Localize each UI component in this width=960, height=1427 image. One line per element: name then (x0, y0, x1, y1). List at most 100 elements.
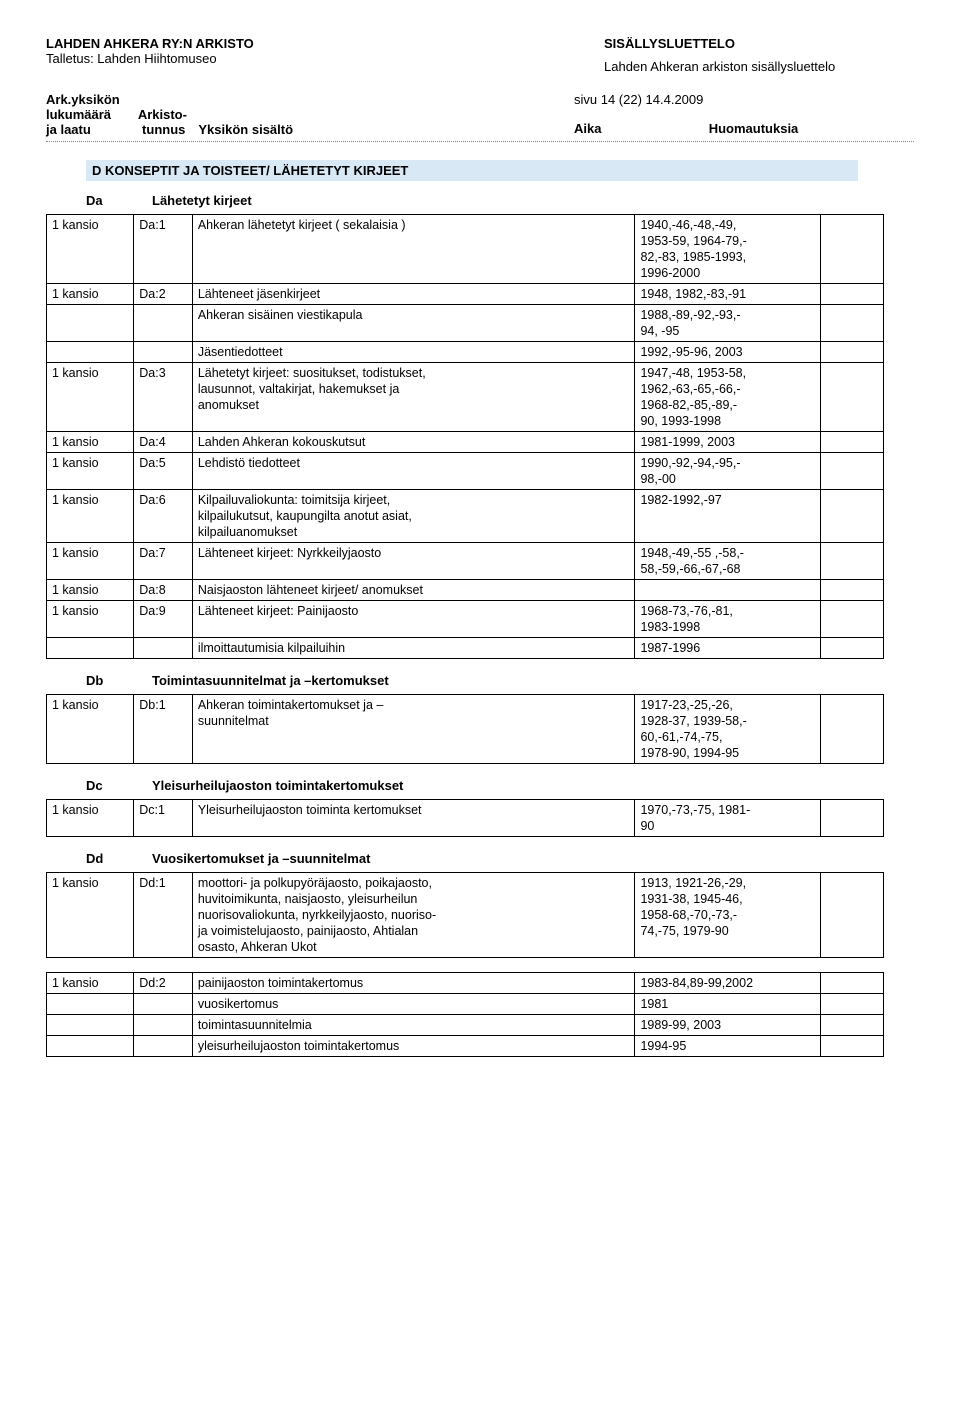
subsection-label: Yleisurheilujaoston toimintakertomukset (152, 778, 403, 793)
table-cell (821, 973, 884, 994)
table-cell: Jäsentiedotteet (192, 342, 635, 363)
subsection-code: Dc (86, 778, 110, 793)
table-cell: Ahkeran lähetetyt kirjeet ( sekalaisia ) (192, 215, 635, 284)
table-cell (134, 1015, 193, 1036)
table-cell: Dd:2 (134, 973, 193, 994)
col-mid2: tunnus (142, 122, 185, 137)
table-row: Ahkeran sisäinen viestikapula1988,-89,-9… (47, 305, 884, 342)
table-cell: 1948, 1982,-83,-91 (635, 284, 821, 305)
toc-title: SISÄLLYSLUETTELO (604, 36, 914, 51)
table-cell (47, 1036, 134, 1057)
table-cell: 1981-1999, 2003 (635, 432, 821, 453)
table-cell (134, 305, 193, 342)
table-row: toimintasuunnitelmia1989-99, 2003 (47, 1015, 884, 1036)
table-row: vuosikertomus1981 (47, 994, 884, 1015)
table-row: yleisurheilujaoston toimintakertomus1994… (47, 1036, 884, 1057)
table-cell: 1 kansio (47, 580, 134, 601)
table-cell: 1987-1996 (635, 638, 821, 659)
table-cell: Dc:1 (134, 800, 193, 837)
table-cell: 1992,-95-96, 2003 (635, 342, 821, 363)
table-cell: moottori- ja polkupyöräjaosto, poikajaos… (192, 873, 635, 958)
table-row: Jäsentiedotteet1992,-95-96, 2003 (47, 342, 884, 363)
subsection-da: Da Lähetetyt kirjeet (86, 193, 914, 208)
archive-title: LAHDEN AHKERA RY:N ARKISTO (46, 36, 254, 51)
table-cell: Lähteneet kirjeet: Nyrkkeilyjaosto (192, 543, 635, 580)
table-row: 1 kansioDa:5Lehdistö tiedotteet1990,-92,… (47, 453, 884, 490)
table-cell (635, 580, 821, 601)
table-cell: 1970,-73,-75, 1981- 90 (635, 800, 821, 837)
table-row: 1 kansioDa:4Lahden Ahkeran kokouskutsut1… (47, 432, 884, 453)
table-dd2: 1 kansioDd:2painijaoston toimintakertomu… (46, 972, 884, 1057)
table-row: ilmoittautumisia kilpailuihin1987-1996 (47, 638, 884, 659)
table-cell: Da:2 (134, 284, 193, 305)
table-cell (821, 490, 884, 543)
table-cell: ilmoittautumisia kilpailuihin (192, 638, 635, 659)
table-cell: Dd:1 (134, 873, 193, 958)
table-cell: Lähteneet kirjeet: Painijaosto (192, 601, 635, 638)
subsection-code: Da (86, 193, 110, 208)
table-cell: 1947,-48, 1953-58, 1962,-63,-65,-66,- 19… (635, 363, 821, 432)
col-left2: lukumäärä (46, 107, 111, 122)
col-left1: Ark.yksikön (46, 92, 120, 107)
table-cell: Da:5 (134, 453, 193, 490)
table-cell (821, 800, 884, 837)
table-cell: 1917-23,-25,-26, 1928-37, 1939-58,- 60,-… (635, 695, 821, 764)
table-cell (821, 342, 884, 363)
table-cell (47, 305, 134, 342)
table-cell (134, 342, 193, 363)
subsection-label: Lähetetyt kirjeet (152, 193, 252, 208)
toc-subtitle: Lahden Ahkeran arkiston sisällysluettelo (604, 59, 914, 74)
table-cell: Da:4 (134, 432, 193, 453)
table-dd1: 1 kansioDd:1moottori- ja polkupyöräjaost… (46, 872, 884, 958)
table-cell (47, 1015, 134, 1036)
table-cell: 1940,-46,-48,-49, 1953-59, 1964-79,- 82,… (635, 215, 821, 284)
column-labels: Ark.yksikön lukumäärä Arkisto- ja laatu … (46, 92, 914, 137)
table-cell: Ahkeran sisäinen viestikapula (192, 305, 635, 342)
subsection-dc: Dc Yleisurheilujaoston toimintakertomuks… (86, 778, 914, 793)
table-cell: 1994-95 (635, 1036, 821, 1057)
table-cell: Ahkeran toimintakertomukset ja – suunnit… (192, 695, 635, 764)
table-cell (821, 580, 884, 601)
table-cell: 1968-73,-76,-81, 1983-1998 (635, 601, 821, 638)
table-cell: 1 kansio (47, 873, 134, 958)
table-cell: Lähteneet jäsenkirjeet (192, 284, 635, 305)
subsection-code: Db (86, 673, 110, 688)
table-cell (821, 363, 884, 432)
col-mid3: Yksikön sisältö (198, 122, 293, 137)
table-cell: Da:9 (134, 601, 193, 638)
subsection-db: Db Toimintasuunnitelmat ja –kertomukset (86, 673, 914, 688)
table-cell: 1 kansio (47, 490, 134, 543)
table-row: 1 kansioDd:1moottori- ja polkupyöräjaost… (47, 873, 884, 958)
table-cell (821, 601, 884, 638)
separator (46, 141, 914, 142)
table-cell: Kilpailuvaliokunta: toimitsija kirjeet, … (192, 490, 635, 543)
table-cell: 1981 (635, 994, 821, 1015)
table-cell (821, 638, 884, 659)
table-cell: Naisjaoston lähteneet kirjeet/ anomukset (192, 580, 635, 601)
col-mid1: Arkisto- (138, 107, 187, 122)
table-da: 1 kansioDa:1Ahkeran lähetetyt kirjeet ( … (46, 214, 884, 659)
table-cell (821, 1015, 884, 1036)
table-cell (821, 543, 884, 580)
col-right2: Huomautuksia (709, 121, 799, 136)
table-cell: 1988,-89,-92,-93,- 94, -95 (635, 305, 821, 342)
table-cell: toimintasuunnitelmia (192, 1015, 635, 1036)
col-right1: Aika (574, 121, 601, 136)
table-cell (134, 1036, 193, 1057)
col-left3: ja laatu (46, 122, 91, 137)
table-cell: Da:3 (134, 363, 193, 432)
table-cell (134, 638, 193, 659)
table-cell: Db:1 (134, 695, 193, 764)
table-cell (821, 994, 884, 1015)
table-row: 1 kansioDa:3Lähetetyt kirjeet: suosituks… (47, 363, 884, 432)
table-cell (821, 695, 884, 764)
table-db: 1 kansioDb:1Ahkeran toimintakertomukset … (46, 694, 884, 764)
table-cell: 1 kansio (47, 432, 134, 453)
table-row: 1 kansioDa:2Lähteneet jäsenkirjeet1948, … (47, 284, 884, 305)
table-cell: Da:8 (134, 580, 193, 601)
table-cell: 1 kansio (47, 215, 134, 284)
subsection-dd: Dd Vuosikertomukset ja –suunnitelmat (86, 851, 914, 866)
subsection-code: Dd (86, 851, 110, 866)
table-cell (821, 305, 884, 342)
subsection-label: Toimintasuunnitelmat ja –kertomukset (152, 673, 389, 688)
